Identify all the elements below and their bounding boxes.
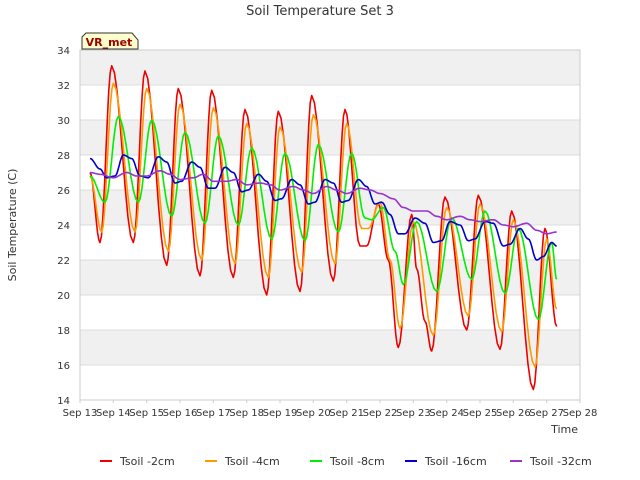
chart-title: Soil Temperature Set 3 [246, 4, 394, 19]
y-tick-label: 22 [57, 256, 70, 267]
series-line-tsoil-16cm [89, 154, 557, 261]
legend-item-tsoil-4cm: Tsoil -4cm [205, 455, 280, 468]
y-tick-label: 28 [57, 151, 70, 162]
x-tick-label: Sep 17 [196, 408, 231, 419]
y-tick-label: 32 [57, 81, 70, 92]
x-tick-label: Sep 19 [263, 408, 298, 419]
legend-item-tsoil-8cm: Tsoil -8cm [310, 455, 385, 468]
series-line-tsoil-4cm [89, 82, 558, 368]
legend: Tsoil -2cm Tsoil -4cm Tsoil -8cm Tsoil -16c… [100, 455, 592, 468]
legend-item-tsoil-2cm: Tsoil -2cm [100, 455, 175, 468]
x-tick-label: Sep 24 [429, 408, 464, 419]
y-tick-label: 20 [57, 291, 70, 302]
x-tick-label: Sep 14 [96, 408, 131, 419]
y-tick-label: 14 [57, 396, 70, 407]
legend-label: Tsoil -32cm [529, 455, 592, 468]
x-tick-label: Sep 27 [529, 408, 564, 419]
series-lines [89, 65, 558, 391]
x-tick-label: Sep 16 [163, 408, 198, 419]
legend-label: Tsoil -4cm [224, 455, 280, 468]
y-tick-label: 26 [57, 186, 70, 197]
station-badge: VR_met [81, 32, 139, 50]
x-tick-label: Sep 15 [129, 408, 164, 419]
x-tick-label: Sep 18 [229, 408, 264, 419]
legend-item-tsoil-16cm: Tsoil -16cm [405, 455, 487, 468]
y-tick-label: 34 [57, 46, 70, 57]
legend-label: Tsoil -16cm [424, 455, 487, 468]
x-tick-label: Sep 22 [363, 408, 398, 419]
background-band [80, 50, 580, 85]
station-badge-label: VR_met [86, 36, 133, 49]
x-tick-label: Sep 13 [63, 408, 98, 419]
x-axis-label: Time [550, 423, 578, 436]
legend-label: Tsoil -8cm [329, 455, 385, 468]
x-tick-label: Sep 21 [329, 408, 364, 419]
background-band [80, 330, 580, 365]
y-tick-label: 16 [57, 361, 70, 372]
x-tick-label: Sep 28 [563, 408, 598, 419]
y-tick-label: 18 [57, 326, 70, 337]
background-band [80, 120, 580, 155]
y-tick-label: 30 [57, 116, 70, 127]
series-line-tsoil-32cm [89, 170, 557, 235]
y-tick-label: 24 [57, 221, 70, 232]
legend-label: Tsoil -2cm [119, 455, 175, 468]
x-tick-label: Sep 20 [296, 408, 331, 419]
y-tick-labels: 14 16 18 20 22 24 26 28 30 32 34 [57, 46, 70, 407]
x-tick-label: Sep 26 [496, 408, 531, 419]
x-tick-label: Sep 23 [396, 408, 431, 419]
y-axis-label: Soil Temperature (C) [6, 169, 19, 282]
station-badge-box [81, 32, 139, 50]
plot-frame [79, 49, 581, 401]
x-tick-label: Sep 25 [463, 408, 498, 419]
legend-item-tsoil-32cm: Tsoil -32cm [510, 455, 592, 468]
